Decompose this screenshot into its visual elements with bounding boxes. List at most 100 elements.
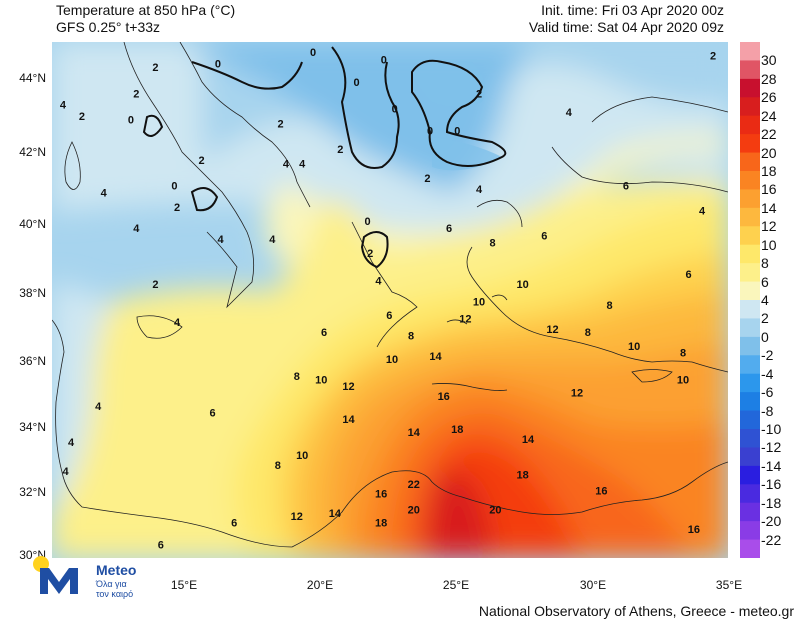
temperature-label: 8 xyxy=(408,331,414,343)
colorbar-swatch xyxy=(740,78,760,98)
colorbar-swatch xyxy=(740,134,760,154)
latitude-label-42n: 42°N xyxy=(19,145,46,159)
temperature-label: 2 xyxy=(277,118,283,130)
temperature-label: 2 xyxy=(133,89,139,101)
colorbar-label: -20 xyxy=(761,513,782,530)
temperature-label: 6 xyxy=(623,180,629,192)
colorbar-swatch xyxy=(740,318,760,338)
temperature-label: 0 xyxy=(310,47,316,59)
temperature-label: 22 xyxy=(408,479,420,491)
colorbar-label: -12 xyxy=(761,439,782,456)
temperature-label: 4 xyxy=(95,401,102,413)
temperature-label: 18 xyxy=(516,469,528,481)
colorbar-swatch xyxy=(740,60,760,80)
temperature-label: 12 xyxy=(571,388,583,400)
temperature-label: 8 xyxy=(607,300,613,312)
temperature-field xyxy=(52,42,728,558)
temperature-label: 2 xyxy=(174,202,180,214)
colorbar-label: 30 xyxy=(761,52,777,69)
temperature-label: 16 xyxy=(595,486,607,498)
temperature-label: 6 xyxy=(321,327,327,339)
latitude-label-32n: 32°N xyxy=(19,485,46,499)
temperature-label: 10 xyxy=(296,450,308,462)
temperature-label: 4 xyxy=(299,159,306,171)
temperature-label: 8 xyxy=(294,371,300,383)
colorbar-label: 10 xyxy=(761,236,777,253)
coastlines xyxy=(52,42,728,548)
temperature-label: 2 xyxy=(367,248,373,260)
colorbar-swatch xyxy=(740,502,760,522)
temperature-label: 10 xyxy=(386,354,398,366)
colorbar-label: 6 xyxy=(761,273,769,290)
colorbar-swatch xyxy=(740,410,760,430)
temperature-label: 20 xyxy=(408,505,420,517)
temperature-label: 2 xyxy=(710,51,716,63)
colorbar-label: 24 xyxy=(761,107,777,124)
temperature-label: 4 xyxy=(566,107,573,119)
logo-tagline: τον καιρό xyxy=(96,589,134,599)
colorbar-swatch xyxy=(740,392,760,412)
colorbar-label: 14 xyxy=(761,199,777,216)
colorbar-label: -2 xyxy=(761,347,774,364)
colorbar-swatch xyxy=(740,539,760,558)
temperature-label: 14 xyxy=(522,434,535,446)
colorbar-label: 4 xyxy=(761,292,769,308)
latitude-label-44n: 44°N xyxy=(19,71,46,85)
temperature-label: 10 xyxy=(516,279,528,291)
temperature-label: 4 xyxy=(283,159,290,171)
temperature-label: 20 xyxy=(489,505,501,517)
temperature-label: 10 xyxy=(473,297,485,309)
temperature-label: 8 xyxy=(275,460,281,472)
colorbar-swatch xyxy=(740,97,760,117)
colorbar-label: -10 xyxy=(761,421,782,437)
latitude-label-34n: 34°N xyxy=(19,420,46,434)
logo-name: Meteo xyxy=(96,562,137,578)
temperature-label: 2 xyxy=(152,279,158,291)
temperature-label: 6 xyxy=(446,223,452,235)
temperature-label: 0 xyxy=(128,115,134,127)
temperature-label: 8 xyxy=(585,327,591,339)
colorbar-label: -22 xyxy=(761,531,782,548)
colorbar-swatch xyxy=(740,336,760,356)
temperature-label: 10 xyxy=(677,374,689,386)
temperature-label: 8 xyxy=(490,237,496,249)
colorbar-label: 22 xyxy=(761,126,777,143)
colorbar-swatch xyxy=(740,226,760,246)
temperature-label: 6 xyxy=(209,408,215,420)
temperature-label: 2 xyxy=(337,144,343,156)
colorbar-swatch xyxy=(740,300,760,320)
temperature-label: 4 xyxy=(101,188,108,200)
temperature-label: 14 xyxy=(429,351,442,363)
temperature-label: 0 xyxy=(392,103,398,115)
longitude-label-25e: 25°E xyxy=(442,578,470,592)
colorbar-label: 12 xyxy=(761,218,777,235)
model-subtitle: GFS 0.25° t+33z xyxy=(56,19,161,35)
temperature-label: 4 xyxy=(218,234,225,246)
temperature-label: 4 xyxy=(174,317,181,329)
colorbar-swatch xyxy=(740,263,760,283)
temperature-label: 0 xyxy=(427,126,433,138)
longitude-label-30e: 30°E xyxy=(579,578,607,592)
colorbar-swatch xyxy=(740,429,760,449)
temperature-label: 0 xyxy=(171,180,177,192)
latitude-label-36n: 36°N xyxy=(19,354,46,368)
temperature-label: 12 xyxy=(291,511,303,523)
colorbar-label: -14 xyxy=(761,457,782,474)
colorbar-swatch xyxy=(740,465,760,485)
temperature-label: 12 xyxy=(342,381,354,393)
temperature-label: 10 xyxy=(315,374,327,386)
temperature-label: 6 xyxy=(231,517,237,529)
temperature-label: 4 xyxy=(476,184,483,196)
temperature-label: 6 xyxy=(685,269,691,281)
temperature-label: 8 xyxy=(680,348,686,360)
temperature-label: 18 xyxy=(375,517,387,529)
temperature-label: 2 xyxy=(199,155,205,167)
colorbar-label: 16 xyxy=(761,181,777,198)
temperature-label: 2 xyxy=(79,111,85,123)
colorbar-swatch xyxy=(740,115,760,135)
credit-text: National Observatory of Athens, Greece -… xyxy=(478,603,794,619)
colorbar-swatch xyxy=(740,207,760,227)
longitude-label-20e: 20°E xyxy=(306,578,334,592)
latitude-label-40n: 40°N xyxy=(19,217,46,231)
